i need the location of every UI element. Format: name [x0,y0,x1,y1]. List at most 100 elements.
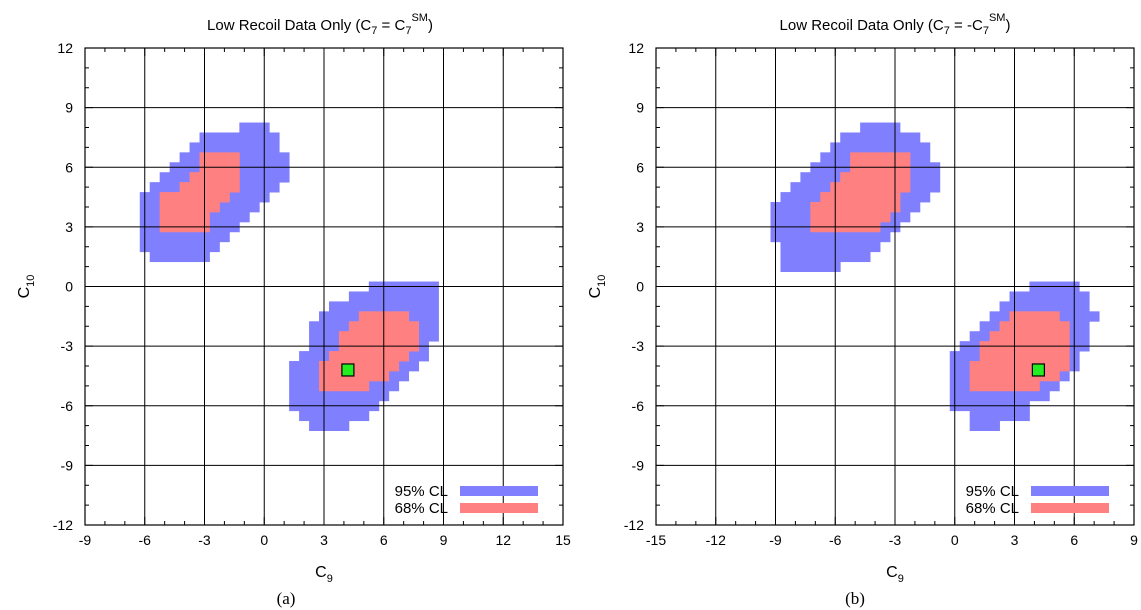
panel-label: (a) [277,589,296,608]
x-tick-label: -15 [646,532,666,548]
x-tick-label: 12 [495,532,511,548]
region-cell [159,202,220,213]
y-tick-label: -6 [632,398,645,414]
region-cell [199,132,280,143]
region-cell [319,380,370,392]
legend-swatch [1031,486,1109,496]
x-axis-label-base: C [886,564,898,581]
title-text: = C [377,17,405,34]
y-axis-label: C10 [587,275,608,299]
legend-swatch [460,503,538,513]
y-tick-label: -6 [61,398,74,414]
y-tick-label: -3 [632,338,645,354]
region-cell [189,142,280,153]
y-axis-label: C10 [16,275,37,299]
region-cell [328,351,410,362]
x-tick-label: 3 [1011,532,1019,548]
region-cell [830,182,911,193]
x-tick-label: 6 [1070,532,1078,548]
y-tick-label: 6 [636,159,644,175]
title-subscript: 7 [983,25,989,37]
region-cell [979,351,1070,362]
x-axis-label: C9 [315,564,333,585]
region-cell [840,132,921,143]
legend-swatch [1031,503,1109,513]
region-cell [830,142,931,153]
legend-label: 95% CL [395,483,448,500]
y-tick-label: -9 [632,457,645,473]
x-tick-label: 15 [555,532,571,548]
x-tick-label: -6 [139,532,152,548]
region-68 [159,152,420,392]
title-text: ) [428,17,433,34]
region-cell [319,361,400,372]
region-cell [969,361,1070,372]
region-cell [139,241,220,253]
title-text: Low Recoil Data Only (C [780,17,944,34]
y-tick-label: 9 [65,100,73,116]
region-cell [1009,311,1060,322]
region-cell [780,261,841,272]
region-cell [780,241,881,253]
x-tick-label: 6 [380,532,388,548]
region-95 [770,122,1100,431]
region-cell [159,211,210,223]
title-text: Low Recoil Data Only (C [207,17,371,34]
region-cell [309,420,350,431]
chart-title: Low Recoil Data Only (C7 = C7SM) [207,12,433,37]
x-axis-label-subscript: 9 [898,573,904,585]
best-fit-point [341,363,355,377]
region-cell [949,390,1050,402]
x-tick-label: -12 [706,532,726,548]
x-tick-label: -9 [769,532,782,548]
y-tick-label: -12 [53,517,73,533]
x-tick-label: 3 [320,532,328,548]
region-cell [338,331,420,342]
x-tick-label: 0 [260,532,268,548]
y-tick-label: 3 [65,219,73,235]
tick-marks [655,47,1135,526]
y-axis-label-base: C [16,287,33,299]
legend-label: 68% CL [395,500,448,517]
grid [656,48,1134,525]
region-cell [289,390,390,402]
chart-title: Low Recoil Data Only (C7 = -C7SM) [780,12,1011,37]
region-cell [810,202,901,213]
region-cell [969,420,1000,431]
y-tick-label: 0 [65,279,73,295]
region-cell [969,410,1030,422]
region-cell [850,152,911,163]
y-tick-label: -3 [61,338,74,354]
x-axis-label-base: C [315,564,327,581]
y-tick-label: 9 [636,100,644,116]
y-tick-label: -9 [61,457,74,473]
region-cell [780,251,871,263]
y-axis-label-subscript: 10 [25,275,37,287]
y-tick-label: -12 [624,517,644,533]
title-subscript: 7 [371,25,377,37]
y-axis-label-subscript: 10 [596,275,608,287]
region-cell [149,251,210,263]
title-text: = -C [950,17,983,34]
title-subscript: 7 [405,25,411,37]
x-axis-label-subscript: 9 [327,573,333,585]
panel-a: -9 -6 -3 0 3 6 9 12 15 -12 -9 -6 -3 0 3 6 9 12 Low Recoil … [16,12,571,608]
legend-label: 68% CL [966,500,1019,517]
region-cell [770,231,891,243]
region-cell [1009,291,1090,302]
panel-label: (b) [845,589,865,608]
x-tick-label: -6 [829,532,842,548]
legend-label: 95% CL [966,483,1019,500]
region-cell [820,192,901,203]
title-superscript: SM [411,12,428,24]
region-cell [239,122,270,133]
region-cell [989,331,1070,342]
x-tick-label: -3 [889,532,902,548]
region-cell [159,192,230,203]
x-tick-label: -3 [198,532,211,548]
grid [85,48,563,525]
x-tick-label: -9 [79,532,92,548]
title-subscript: 7 [944,25,950,37]
region-cell [969,380,1040,392]
